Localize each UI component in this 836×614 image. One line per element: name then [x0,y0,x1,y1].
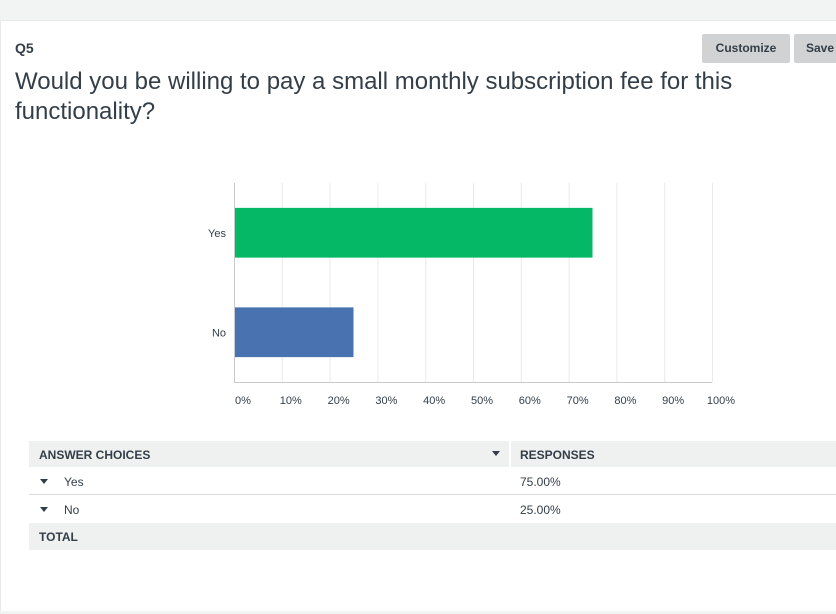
x-tick-label: 60% [519,395,541,407]
bar-chart: Yes No 0% 10% 20% 30% 40% 50% 60% 70% 80% 90% 100% [208,183,735,407]
sort-caret-icon[interactable] [492,451,500,456]
table-header-row: ANSWER CHOICES RESPONSES [29,441,836,467]
x-tick-label: 0% [235,395,251,407]
responses-header: RESPONSES [520,448,595,462]
table-total-row: TOTAL [29,523,836,550]
table-row: No 25.00% [29,495,836,523]
total-label: TOTAL [39,530,78,544]
answer-choice-label: Yes [64,475,84,489]
bar-no [235,307,354,358]
x-tick-label: 10% [280,395,302,407]
category-label: No [212,327,226,339]
x-tick-label: 90% [662,395,684,407]
table-row: Yes 75.00% [29,467,836,495]
customize-button[interactable]: Customize [702,34,790,63]
x-tick-label: 70% [567,395,589,407]
x-tick-label: 50% [471,395,493,407]
x-tick-label: 30% [375,395,397,407]
expand-caret-icon[interactable] [40,507,48,512]
save-button[interactable]: Save [794,34,836,63]
answer-choice-label: No [64,503,80,517]
response-value: 25.00% [520,503,561,517]
results-table: ANSWER CHOICES RESPONSES Yes 75.00% No 2… [29,441,836,550]
x-tick-label: 100% [707,395,735,407]
question-title: Would you be willing to pay a small mont… [15,68,733,125]
x-tick-label: 20% [328,395,350,407]
column-divider [509,441,511,467]
category-label: Yes [208,228,226,240]
x-tick-label: 40% [423,395,445,407]
response-value: 75.00% [520,475,561,489]
question-card: Q5 Customize Save Would you be willing t… [0,20,836,611]
question-number: Q5 [15,40,34,56]
bar-yes [235,207,593,258]
expand-caret-icon[interactable] [40,479,48,484]
answer-choices-header: ANSWER CHOICES [39,448,151,462]
x-tick-label: 80% [614,395,636,407]
